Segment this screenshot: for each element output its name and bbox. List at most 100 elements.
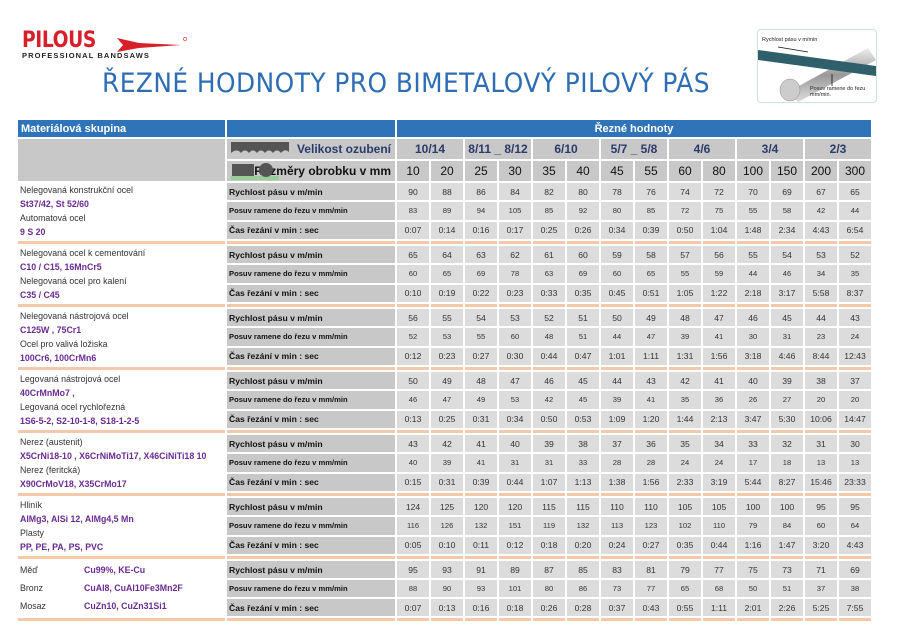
speed-value: 31 — [805, 435, 837, 453]
separator-cell — [499, 493, 531, 496]
alloy-designations: CuAl8, CuAl10Fe3Mn2F — [84, 583, 183, 593]
separator-cell — [839, 241, 871, 244]
feed-label: Posuv ramene do řezu v mm/min — [227, 265, 395, 283]
speed-value: 35 — [669, 435, 701, 453]
feed-value: 46 — [771, 265, 803, 283]
separator-cell — [635, 241, 667, 244]
speed-value: 30 — [839, 435, 871, 453]
cut-time-value: 4:46 — [771, 347, 803, 365]
speed-value: 38 — [567, 435, 599, 453]
feed-value: 50 — [737, 580, 769, 597]
speed-value: 53 — [499, 309, 531, 327]
dimension-header: 300 — [839, 161, 871, 181]
speed-label: Rychlost pásu v m/min — [227, 372, 395, 390]
feed-value: 44 — [839, 202, 871, 220]
cut-time-value: 0:39 — [635, 221, 667, 239]
separator-cell — [737, 367, 769, 370]
feed-value: 68 — [703, 580, 735, 597]
cut-time-value: 0:14 — [431, 221, 463, 239]
cut-time-value: 0:28 — [567, 599, 599, 616]
cut-time-value: 8:27 — [771, 473, 803, 491]
cut-time-value: 1:11 — [703, 599, 735, 616]
dimension-header: 45 — [601, 161, 633, 181]
feed-value: 41 — [465, 454, 497, 472]
feed-value: 36 — [703, 391, 735, 409]
feed-value: 24 — [669, 454, 701, 472]
speed-value: 57 — [669, 246, 701, 264]
cut-time-value: 0:33 — [533, 284, 565, 302]
table-row: Nelegovaná nástrojová ocel C125W , 75Cr1 O… — [18, 309, 871, 365]
cut-time-value: 0:25 — [533, 221, 565, 239]
speed-value: 71 — [805, 561, 837, 578]
cut-time-value: 0:13 — [397, 410, 429, 428]
speed-value: 46 — [737, 309, 769, 327]
separator-cell — [737, 618, 769, 621]
speed-value: 76 — [635, 183, 667, 201]
speed-value: 83 — [601, 561, 633, 578]
header-blank-gray — [18, 139, 225, 181]
feed-value: 60 — [397, 265, 429, 283]
separator-cell — [771, 493, 803, 496]
table-row: Posuv ramene do řezu v mm/min 40 39 41 31 31 3… — [18, 454, 871, 472]
cut-time-value: 1:56 — [635, 473, 667, 491]
cut-time-value: 1:22 — [703, 284, 735, 302]
speed-value: 61 — [533, 246, 565, 264]
feed-value: 116 — [397, 517, 429, 535]
speed-value: 77 — [703, 561, 735, 578]
dimension-header: 30 — [499, 161, 531, 181]
feed-value: 46 — [397, 391, 429, 409]
material-group-cell: Nelegovaná konstrukční ocel St37/42, St 5… — [18, 183, 225, 239]
material-name: Nerez (feritcká) — [20, 465, 81, 475]
feed-value: 88 — [397, 580, 429, 597]
feed-value: 83 — [397, 202, 429, 220]
feed-value: 45 — [567, 391, 599, 409]
brand-tagline: PROFESSIONAL BANDSAWS — [22, 51, 150, 60]
alloy-designations: 100Cr6, 100CrMn6 — [20, 353, 97, 363]
speed-value: 80 — [567, 183, 599, 201]
cut-time-value: 0:07 — [397, 221, 429, 239]
table-row: Posuv ramene do řezu v mm/min 116 126 132 15… — [18, 517, 871, 535]
separator-cell — [465, 241, 497, 244]
speed-value: 37 — [839, 372, 871, 390]
material-name: Nelegovaná ocel pro kalení — [20, 276, 127, 286]
table-row: Nelegovaná ocel k cementování C10 / C15, … — [18, 246, 871, 302]
separator-cell — [431, 367, 463, 370]
cut-time-value: 0:34 — [601, 221, 633, 239]
material-name: Nerez (austenit) — [20, 437, 83, 447]
feed-value: 84 — [771, 517, 803, 535]
feed-value: 24 — [839, 328, 871, 346]
feed-value: 42 — [533, 391, 565, 409]
separator-cell — [465, 304, 497, 307]
dimension-label-cell: Rozměry obrobku v mm — [227, 161, 395, 181]
speed-value: 100 — [737, 498, 769, 516]
cut-time-value: 0:24 — [601, 536, 633, 554]
feed-value: 59 — [703, 265, 735, 283]
material-group-header: Materiálová skupina — [18, 120, 225, 137]
group-separator — [18, 367, 871, 370]
speed-value: 53 — [805, 246, 837, 264]
separator-cell — [431, 304, 463, 307]
feed-value: 123 — [635, 517, 667, 535]
feed-value: 110 — [703, 517, 735, 535]
cut-time-label: Čas řezání v min : sec — [227, 473, 395, 491]
material-name: Plasty — [20, 528, 44, 538]
feed-caption: Posuv ramene do řezu mm/min. — [810, 86, 866, 98]
separator-cell — [839, 304, 871, 307]
separator-cell — [805, 618, 837, 621]
material-name: Nelegovaná nástrojová ocel — [20, 311, 129, 321]
speed-value: 50 — [601, 309, 633, 327]
tooth-size-header: 10/14 — [397, 139, 463, 159]
speed-label: Rychlost pásu v m/min — [227, 246, 395, 264]
separator-cell — [635, 493, 667, 496]
group-separator — [18, 493, 871, 496]
feed-value: 78 — [499, 265, 531, 283]
cut-time-value: 14:47 — [839, 410, 871, 428]
feed-value: 35 — [669, 391, 701, 409]
feed-value: 60 — [499, 328, 531, 346]
table-row: Čas řezání v min : sec 0:13 0:25 0:31 0:34 0:… — [18, 410, 871, 428]
speed-value: 73 — [771, 561, 803, 578]
cut-time-value: 1:11 — [635, 347, 667, 365]
brand-logo: PILOUS PROFESSIONAL BANDSAWS — [22, 28, 187, 60]
feed-value: 53 — [499, 391, 531, 409]
separator-cell — [737, 493, 769, 496]
